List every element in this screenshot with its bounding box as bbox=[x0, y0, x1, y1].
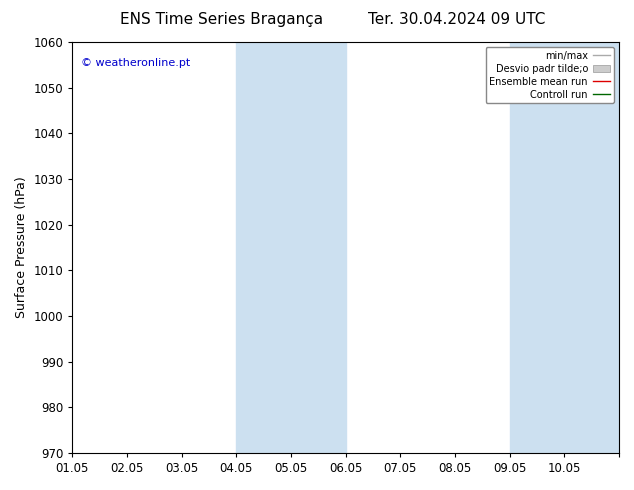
Bar bbox=[510, 42, 619, 453]
Y-axis label: Surface Pressure (hPa): Surface Pressure (hPa) bbox=[15, 176, 28, 318]
Legend: min/max, Desvio padr tilde;o, Ensemble mean run, Controll run: min/max, Desvio padr tilde;o, Ensemble m… bbox=[486, 47, 614, 103]
Bar bbox=[236, 42, 346, 453]
Text: Ter. 30.04.2024 09 UTC: Ter. 30.04.2024 09 UTC bbox=[368, 12, 545, 27]
Text: © weatheronline.pt: © weatheronline.pt bbox=[81, 58, 190, 69]
Text: ENS Time Series Bragança: ENS Time Series Bragança bbox=[120, 12, 323, 27]
